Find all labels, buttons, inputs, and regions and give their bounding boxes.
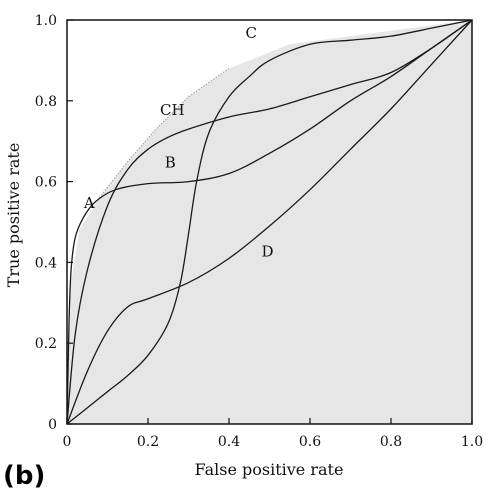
x-axis-title: False positive rate: [195, 460, 344, 479]
curve-label-a: A: [83, 194, 95, 212]
y-tick-label: 0.2: [35, 336, 57, 352]
curve-label-c: C: [246, 24, 257, 42]
x-tick-label: 1.0: [461, 434, 483, 450]
curve-label-ch: CH: [160, 101, 185, 119]
x-tick-label: 0.8: [380, 434, 402, 450]
convex-hull-layer: [67, 20, 472, 424]
curve-label-d: D: [261, 242, 273, 260]
convex-hull-area: [67, 20, 472, 424]
series-line-a: [66, 19, 473, 425]
series-layer: [66, 19, 473, 425]
series-line-d: [66, 19, 473, 425]
ticks-layer: 00 0.2 0.2 0.4 0.4 0.6 0.6 0.8 0.8 1.0 1.0: [35, 13, 483, 450]
convex-hull-edge: [99, 68, 230, 199]
x-tick-label: 0.4: [218, 434, 240, 450]
plot-frame: [66, 19, 473, 425]
y-tick-label: 0: [48, 417, 57, 433]
y-tick-label: 0.4: [35, 255, 57, 271]
curve-labels-layer: A B C D CH: [83, 24, 274, 260]
y-tick-label: 0.6: [35, 175, 57, 191]
y-tick-label: 0.8: [35, 94, 57, 110]
x-tick-label: 0.2: [137, 434, 159, 450]
panel-label: (b): [3, 461, 45, 490]
x-tick-label: 0.6: [299, 434, 321, 450]
y-axis-title: True positive rate: [4, 143, 23, 288]
y-tick-label: 1.0: [35, 13, 57, 29]
x-tick-label: 0: [63, 434, 72, 450]
curve-label-b: B: [165, 153, 176, 171]
series-line-c: [66, 19, 473, 425]
series-line-b: [66, 19, 473, 425]
